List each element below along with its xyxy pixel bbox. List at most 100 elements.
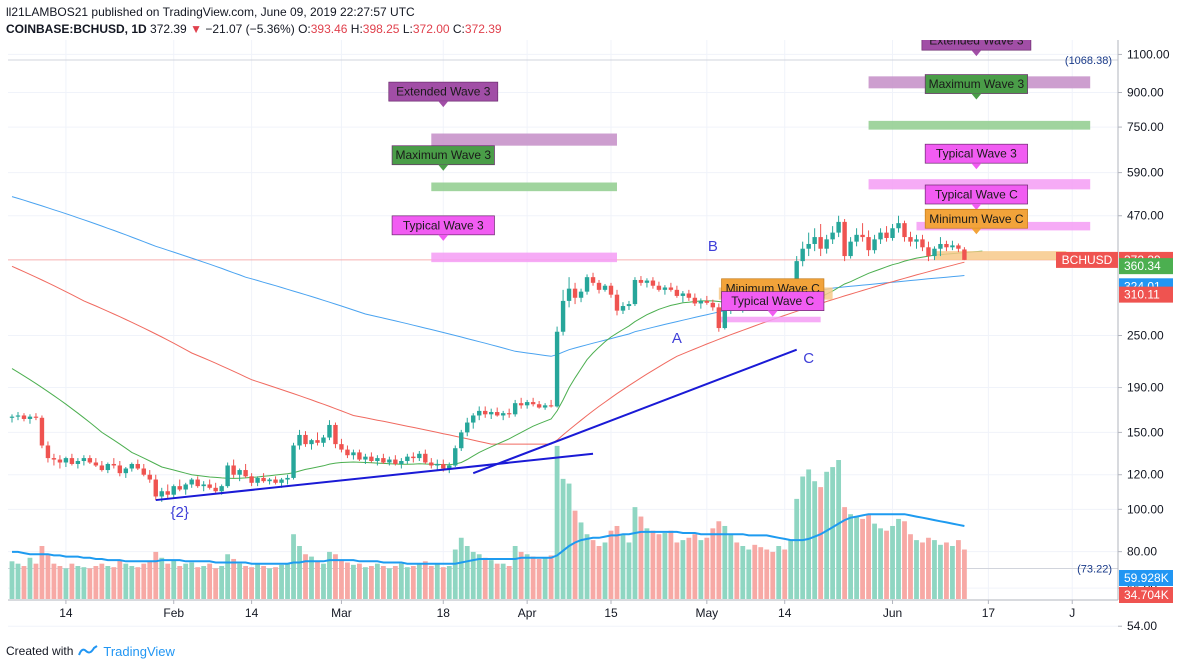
candle: [147, 470, 152, 483]
volume-bar: [536, 558, 542, 599]
candle-body: [69, 458, 75, 464]
volume-bar: [201, 566, 207, 599]
close-label: C:: [452, 22, 465, 36]
candle: [225, 462, 230, 488]
candle: [962, 247, 967, 261]
candle: [231, 459, 236, 478]
candle-body: [884, 232, 889, 238]
candle-body: [830, 232, 835, 240]
volume-bar: [812, 481, 818, 599]
candle: [117, 461, 123, 477]
candle-body: [177, 486, 182, 490]
candle-body: [536, 404, 542, 408]
volume-bar: [207, 563, 213, 599]
candle-body: [99, 465, 105, 471]
candle-body: [914, 239, 919, 242]
candle: [447, 462, 452, 474]
x-tick-label: 15: [604, 606, 618, 620]
candle-body: [489, 412, 494, 415]
volume-bar: [309, 556, 314, 599]
candle-body: [81, 458, 87, 462]
range-label: (1068.38): [1065, 55, 1112, 67]
wave-zone-band: [431, 252, 617, 263]
volume-bar: [854, 516, 859, 599]
volume-bar: [357, 563, 362, 599]
volume-bar: [896, 518, 901, 599]
volume-bar: [213, 568, 219, 599]
candle-body: [375, 458, 380, 462]
candle: [680, 291, 686, 303]
volume-bar: [530, 556, 536, 599]
volume-bar: [243, 566, 249, 599]
volume-bar: [291, 534, 296, 599]
candle-body: [315, 440, 320, 443]
candle: [686, 289, 692, 301]
candle-body: [45, 445, 51, 459]
volume-bar: [177, 566, 183, 599]
volume-bar: [21, 566, 27, 599]
candle-body: [219, 486, 224, 492]
volume-bar: [674, 542, 680, 599]
volume-bar: [614, 525, 620, 599]
volume-bar: [392, 566, 398, 599]
candle: [165, 484, 170, 499]
volume-bar: [225, 554, 231, 599]
volume-bar: [596, 546, 602, 599]
volume-bar: [680, 540, 686, 599]
candle: [33, 413, 39, 421]
volume-bar: [279, 564, 284, 599]
volume-bar: [249, 567, 254, 599]
candle: [489, 408, 494, 419]
candle: [243, 463, 248, 478]
candle: [177, 479, 182, 492]
volume-bar: [590, 540, 596, 599]
candle: [554, 326, 560, 408]
volume-bar: [141, 563, 147, 599]
candle: [105, 462, 111, 474]
candle-body: [159, 491, 164, 497]
volume-bar: [285, 563, 290, 599]
volume-bar: [482, 557, 488, 599]
candle: [357, 449, 362, 462]
volume-bar: [932, 540, 937, 599]
candle: [824, 234, 829, 254]
tradingview-brand[interactable]: TradingView: [103, 643, 175, 659]
volume-bar: [339, 560, 344, 599]
candle: [99, 461, 105, 472]
price-chart[interactable]: Extended Wave 3 Maximum Wave 3 Typical Wav…: [0, 40, 1188, 630]
volume-bar: [620, 534, 626, 599]
volume-bar: [386, 568, 392, 599]
axis-price-label: 59.928K: [1119, 570, 1173, 586]
volume-bar: [704, 537, 710, 599]
volume-bar: [728, 534, 734, 599]
volume-bar: [878, 528, 883, 599]
candle-body: [105, 463, 111, 471]
candle: [453, 445, 458, 467]
volume-bar: [345, 562, 350, 599]
candle-body: [129, 463, 134, 469]
candle: [836, 215, 841, 238]
callout-pointer: [971, 163, 982, 170]
candle-body: [800, 248, 805, 262]
candle-body: [566, 288, 572, 301]
candle-body: [704, 300, 710, 303]
candle-body: [279, 479, 284, 483]
axis-price-label: 360.34: [1119, 258, 1173, 275]
volume-bar: [39, 546, 45, 599]
candle: [429, 458, 434, 469]
candle: [333, 422, 338, 449]
author-name[interactable]: ll21LAMBOS21: [6, 5, 89, 19]
candle-body: [393, 459, 398, 464]
volume-bar: [920, 542, 925, 599]
callout-pointer: [438, 234, 449, 241]
candle-body: [878, 232, 883, 240]
candle: [93, 458, 99, 467]
volume-bar: [363, 567, 368, 599]
volume-bar: [692, 534, 698, 599]
volume-bar: [123, 563, 129, 599]
candle: [45, 441, 51, 463]
volume-bar: [255, 563, 260, 599]
wave-zone-band: [868, 179, 1091, 190]
candle: [297, 429, 302, 450]
volume-bar: [644, 528, 650, 599]
